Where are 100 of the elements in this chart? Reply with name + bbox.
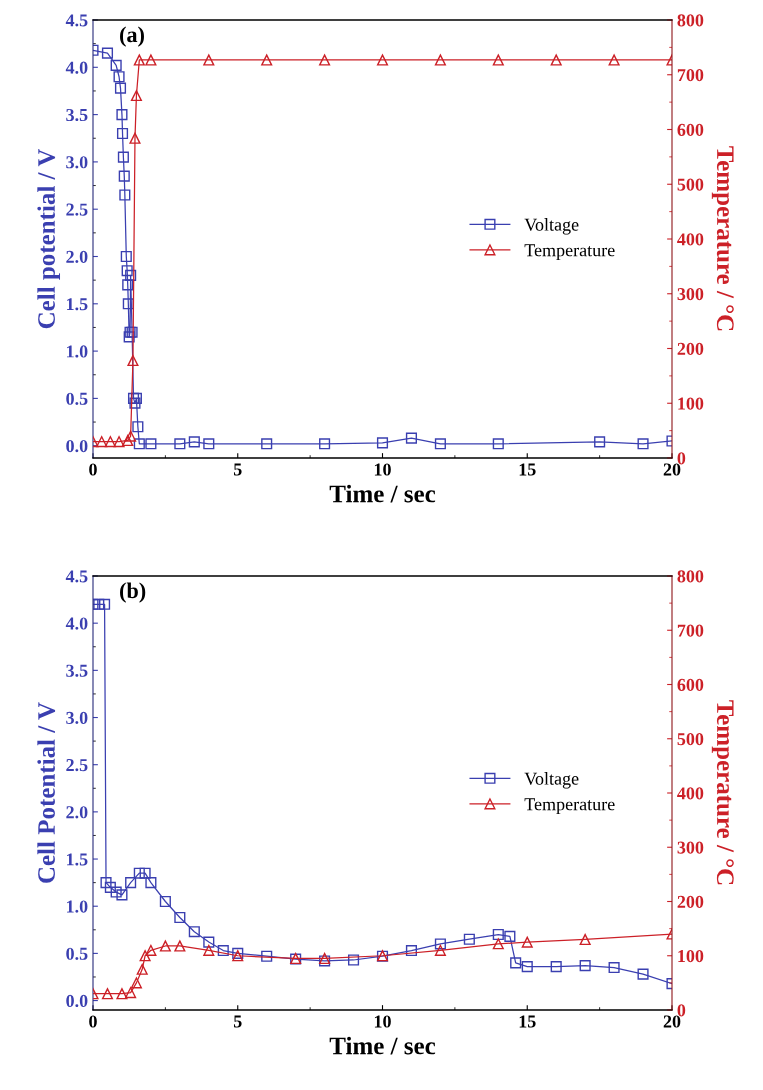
point (129, 132, 141, 144)
point (594, 436, 606, 448)
point (159, 895, 171, 908)
y-tick-label: 1.0 (67, 900, 88, 913)
point (261, 950, 273, 962)
y2-tick-label: 100 (678, 950, 704, 963)
point (174, 438, 186, 450)
point (118, 170, 130, 182)
point (127, 354, 139, 367)
point (261, 438, 273, 450)
point (110, 59, 122, 71)
point (125, 877, 137, 889)
y2-tick-label: 600 (677, 123, 704, 136)
point (188, 436, 200, 448)
point (122, 279, 134, 291)
y2-tick-label: 100 (678, 397, 704, 410)
point (492, 938, 504, 950)
legend-label: Temperature (524, 798, 615, 815)
point (347, 954, 360, 966)
x-axis-title: Time / sec (329, 484, 436, 503)
y2-tick-label: 700 (677, 69, 704, 82)
y-tick-label: 2.5 (66, 759, 88, 772)
point (125, 269, 137, 281)
point (492, 54, 504, 66)
y-tick-label: 0.5 (66, 392, 88, 405)
point (100, 877, 112, 889)
point (492, 438, 504, 450)
point (434, 944, 446, 956)
y2-tick-label: 500 (677, 733, 704, 746)
y2-tick-label: 200 (677, 342, 704, 355)
x-tick-label: 5 (233, 1015, 242, 1028)
y-axis-title: Cell Potential / V (37, 702, 56, 883)
point (405, 432, 418, 444)
point (139, 867, 151, 879)
point (159, 940, 171, 952)
x-tick-label: 20 (663, 463, 681, 476)
point (319, 438, 331, 450)
point (133, 867, 145, 879)
y-tick-label: 4.0 (65, 617, 88, 630)
point (133, 438, 145, 450)
point (110, 886, 122, 898)
point (96, 436, 108, 448)
point (174, 911, 186, 924)
point (125, 987, 137, 999)
y-tick-label: 2.0 (66, 806, 88, 819)
y-tick-label: 1.5 (67, 853, 88, 866)
point (521, 961, 533, 973)
point (120, 250, 132, 263)
y-tick-label: 0.0 (66, 439, 88, 453)
x-tick-label: 5 (233, 463, 242, 476)
point (129, 397, 141, 409)
point (104, 881, 116, 893)
y2-tick-label: 500 (677, 178, 704, 191)
x-tick-label: 10 (374, 1015, 391, 1028)
point (579, 960, 591, 972)
y2-tick-label: 800 (677, 570, 704, 583)
y2-tick-label: 800 (677, 14, 704, 27)
y-tick-label: 3.5 (66, 108, 88, 122)
legend-label: Temperature (524, 244, 615, 261)
y2-axis-title: Temperature / °C (711, 700, 734, 885)
point (123, 331, 135, 343)
y-tick-label: 2.5 (66, 203, 88, 216)
point (637, 968, 649, 980)
annotation: (a) (120, 26, 144, 47)
point (145, 877, 157, 889)
y2-tick-label: 0 (677, 1004, 686, 1017)
point (145, 54, 157, 66)
point (130, 977, 142, 989)
point (122, 298, 134, 310)
point (99, 598, 111, 610)
y-tick-label: 1.5 (67, 298, 88, 311)
point (463, 933, 475, 945)
y-tick-label: 1.0 (67, 345, 88, 358)
point (121, 265, 133, 277)
y-tick-label: 4.5 (65, 14, 88, 27)
point (116, 889, 128, 901)
point (145, 438, 157, 450)
point (521, 936, 533, 948)
point (261, 54, 273, 66)
point (405, 945, 418, 957)
point (130, 89, 142, 102)
point (579, 933, 591, 946)
point (113, 71, 125, 83)
point (608, 54, 620, 66)
point (117, 151, 129, 163)
y2-tick-label: 300 (677, 841, 704, 854)
x-tick-label: 0 (89, 1015, 97, 1028)
point (550, 961, 562, 973)
point (434, 938, 446, 950)
point (104, 436, 116, 448)
y2-tick-label: 600 (677, 678, 704, 691)
point (434, 438, 446, 450)
point (376, 54, 389, 66)
x-tick-label: 20 (663, 1015, 681, 1028)
y2-tick-label: 700 (677, 624, 704, 637)
y-tick-label: 3.5 (66, 664, 88, 677)
y-tick-label: 0.0 (66, 994, 88, 1008)
y-tick-label: 2.0 (66, 250, 88, 264)
point (101, 988, 114, 1000)
x-tick-label: 0 (89, 463, 97, 476)
